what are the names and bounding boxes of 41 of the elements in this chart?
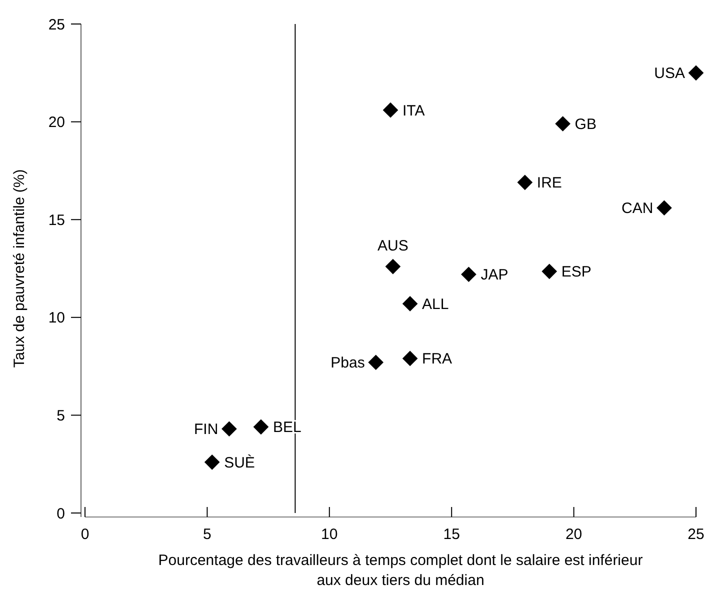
point (204, 454, 220, 470)
point (461, 266, 476, 282)
point (555, 116, 570, 132)
annotation: JAP (480, 266, 508, 284)
x-tick-label: 15 (443, 526, 460, 543)
point (542, 264, 558, 280)
annotation: FRA (422, 350, 452, 368)
point (656, 200, 672, 216)
annotation: USA (654, 65, 685, 82)
annotation: CAN (622, 200, 654, 218)
annotation: FIN (194, 421, 218, 438)
x-tick-label: 0 (80, 526, 90, 543)
point (253, 419, 269, 435)
y-tick-label: 5 (56, 407, 65, 424)
x-tick-label: 25 (688, 526, 704, 543)
point (688, 65, 704, 81)
point (368, 354, 384, 370)
annotation: ESP (561, 264, 592, 281)
annotation: SUÈ (224, 453, 255, 472)
point (402, 296, 418, 312)
point (402, 350, 418, 366)
point (517, 174, 533, 190)
y-tick-label: 25 (48, 16, 65, 34)
annotation: GB (574, 116, 596, 134)
annotation: ITA (402, 102, 425, 120)
x-axis-title: Pourcentage des travailleurs à temps complet dont le salaire est inférieur aux deux tiers du médian (158, 552, 643, 589)
annotation: AUS (378, 238, 408, 255)
point (385, 258, 401, 274)
annotation: ALL (422, 296, 449, 313)
point (222, 421, 237, 437)
x-tick-label: 10 (321, 526, 338, 543)
x-tick-label: 5 (203, 526, 212, 543)
y-tick-label: 20 (48, 114, 65, 132)
annotation: Pbas (330, 354, 365, 372)
annotation: IRE (536, 174, 562, 192)
y-tick-label: 10 (48, 310, 65, 327)
y-tick-label: 0 (56, 505, 65, 522)
y-tick-label: 15 (48, 212, 65, 229)
y-axis-title: Taux de pauvreté infantile (%) (11, 169, 28, 368)
point (382, 102, 398, 118)
x-tick-label: 20 (565, 526, 582, 543)
